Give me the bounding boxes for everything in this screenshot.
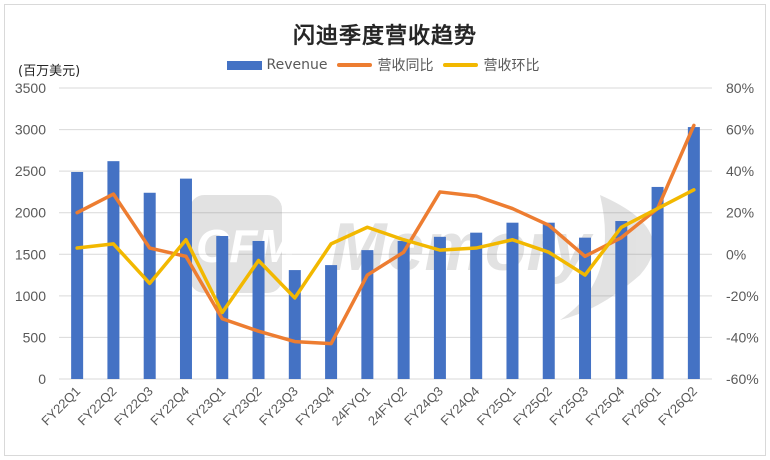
svg-text:CFM: CFM bbox=[196, 220, 297, 272]
y-axis-tick: 1000 bbox=[15, 288, 46, 304]
y-axis-tick: 1500 bbox=[15, 246, 46, 262]
x-axis-tick: FY23Q3 bbox=[256, 384, 301, 429]
revenue-bar[interactable] bbox=[433, 236, 446, 379]
x-axis-tick: FY25Q3 bbox=[546, 384, 591, 429]
y2-axis-tick: 20% bbox=[726, 205, 754, 221]
y2-axis-tick: 40% bbox=[726, 163, 754, 179]
revenue-bar[interactable] bbox=[288, 270, 301, 379]
y-axis-tick: 500 bbox=[23, 329, 47, 345]
x-axis-tick: FY23Q1 bbox=[184, 384, 229, 429]
x-axis-tick: 24FYQ2 bbox=[365, 384, 410, 429]
x-axis-tick: FY22Q2 bbox=[75, 384, 120, 429]
x-axis-tick: FY24Q4 bbox=[437, 384, 482, 429]
legend-swatch-line-icon bbox=[337, 63, 373, 67]
x-axis-tick: FY25Q1 bbox=[474, 384, 519, 429]
revenue-bar[interactable] bbox=[615, 221, 628, 379]
revenue-bar[interactable] bbox=[651, 186, 664, 379]
y2-axis-tick: -20% bbox=[726, 288, 759, 304]
series-line[interactable] bbox=[75, 188, 696, 315]
revenue-bar[interactable] bbox=[687, 127, 700, 379]
revenue-bar[interactable] bbox=[216, 235, 229, 379]
legend-item-revenue[interactable]: Revenue bbox=[226, 57, 328, 73]
revenue-bar[interactable] bbox=[506, 222, 519, 379]
revenue-bar[interactable] bbox=[397, 240, 410, 379]
revenue-bar[interactable] bbox=[361, 250, 374, 379]
y2-axis-tick: 0% bbox=[726, 246, 746, 262]
revenue-bar[interactable] bbox=[107, 161, 120, 379]
y2-axis-tick: 80% bbox=[726, 80, 754, 96]
revenue-bar[interactable] bbox=[325, 265, 338, 379]
legend-label-qoq: 营收环比 bbox=[483, 58, 540, 74]
x-axis-tick: FY26Q2 bbox=[655, 384, 700, 429]
x-axis-tick: FY23Q4 bbox=[292, 384, 337, 429]
x-axis-tick: FY24Q3 bbox=[401, 384, 446, 429]
x-axis-tick: FY22Q1 bbox=[38, 384, 83, 429]
y-axis-tick: 0 bbox=[38, 371, 46, 387]
x-axis-tick: FY25Q2 bbox=[510, 384, 555, 429]
x-axis-tick: FY22Q4 bbox=[147, 384, 192, 429]
legend-swatch-bar-icon bbox=[226, 60, 262, 70]
revenue-bar[interactable] bbox=[143, 192, 156, 379]
y2-axis-tick: -40% bbox=[726, 329, 759, 345]
x-axis-tick: FY25Q4 bbox=[583, 384, 628, 429]
y-axis-tick: 2500 bbox=[15, 163, 46, 179]
revenue-bar[interactable] bbox=[542, 222, 555, 379]
legend-swatch-line-icon bbox=[443, 63, 479, 67]
revenue-bar[interactable] bbox=[179, 178, 192, 379]
legend-label-yoy: 营收同比 bbox=[377, 58, 434, 74]
y-axis-tick: 2000 bbox=[15, 205, 46, 221]
series-line[interactable] bbox=[75, 123, 696, 346]
x-axis-tick: FY26Q1 bbox=[619, 384, 664, 429]
y2-axis-tick: -60% bbox=[726, 371, 759, 387]
y-axis-tick: 3000 bbox=[15, 122, 46, 138]
chart-legend: Revenue 营收同比 营收环比 bbox=[0, 55, 770, 75]
chart-frame bbox=[4, 4, 766, 456]
legend-item-qoq[interactable]: 营收环比 bbox=[443, 55, 539, 75]
chart-title: 闪迪季度营收趋势 bbox=[292, 24, 477, 49]
legend-item-yoy[interactable]: 营收同比 bbox=[337, 55, 433, 75]
revenue-bar[interactable] bbox=[71, 171, 84, 379]
legend-label-revenue: Revenue bbox=[266, 57, 328, 73]
y2-axis-tick: 60% bbox=[726, 122, 754, 138]
x-axis-tick: FY23Q2 bbox=[220, 384, 265, 429]
y-axis-tick: 3500 bbox=[15, 80, 46, 96]
revenue-bar[interactable] bbox=[470, 232, 483, 379]
x-axis-tick: FY22Q3 bbox=[111, 384, 156, 429]
x-axis-tick: 24FYQ1 bbox=[329, 384, 374, 429]
y-axis-unit-label: (百万美元) bbox=[18, 64, 81, 79]
revenue-bar[interactable] bbox=[579, 237, 592, 379]
revenue-bar[interactable] bbox=[252, 240, 265, 379]
